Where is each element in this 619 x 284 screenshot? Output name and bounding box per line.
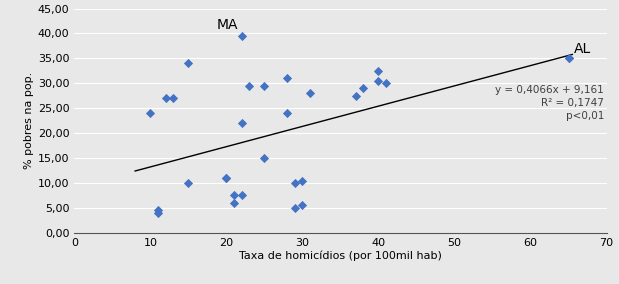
- Point: [160, 96, 170, 101]
- Point: [373, 79, 383, 83]
- Point: [222, 176, 232, 180]
- Point: [298, 203, 308, 208]
- Text: y = 0,4066x + 9,161
R² = 0,1747
p<0,01: y = 0,4066x + 9,161 R² = 0,1747 p<0,01: [495, 85, 604, 121]
- X-axis label: Taxa de homicídios (por 100mil hab): Taxa de homicídios (por 100mil hab): [239, 250, 442, 261]
- Point: [183, 61, 193, 66]
- Point: [245, 83, 254, 88]
- Point: [183, 181, 193, 185]
- Point: [381, 81, 391, 85]
- Point: [290, 181, 300, 185]
- Point: [305, 91, 315, 95]
- Point: [290, 206, 300, 210]
- Point: [358, 86, 368, 91]
- Point: [282, 76, 292, 81]
- Point: [236, 121, 246, 126]
- Point: [153, 208, 163, 213]
- Point: [236, 34, 246, 38]
- Point: [351, 93, 361, 98]
- Text: AL: AL: [574, 42, 591, 56]
- Y-axis label: % pobres na pop.: % pobres na pop.: [24, 72, 33, 169]
- Point: [282, 111, 292, 116]
- Point: [153, 211, 163, 215]
- Point: [564, 56, 574, 61]
- Point: [298, 178, 308, 183]
- Point: [236, 193, 246, 198]
- Point: [229, 193, 239, 198]
- Point: [145, 111, 155, 116]
- Point: [222, 176, 232, 180]
- Text: MA: MA: [217, 18, 238, 32]
- Point: [168, 96, 178, 101]
- Point: [229, 201, 239, 205]
- Point: [259, 156, 269, 160]
- Point: [259, 83, 269, 88]
- Point: [373, 68, 383, 73]
- Point: [564, 56, 574, 61]
